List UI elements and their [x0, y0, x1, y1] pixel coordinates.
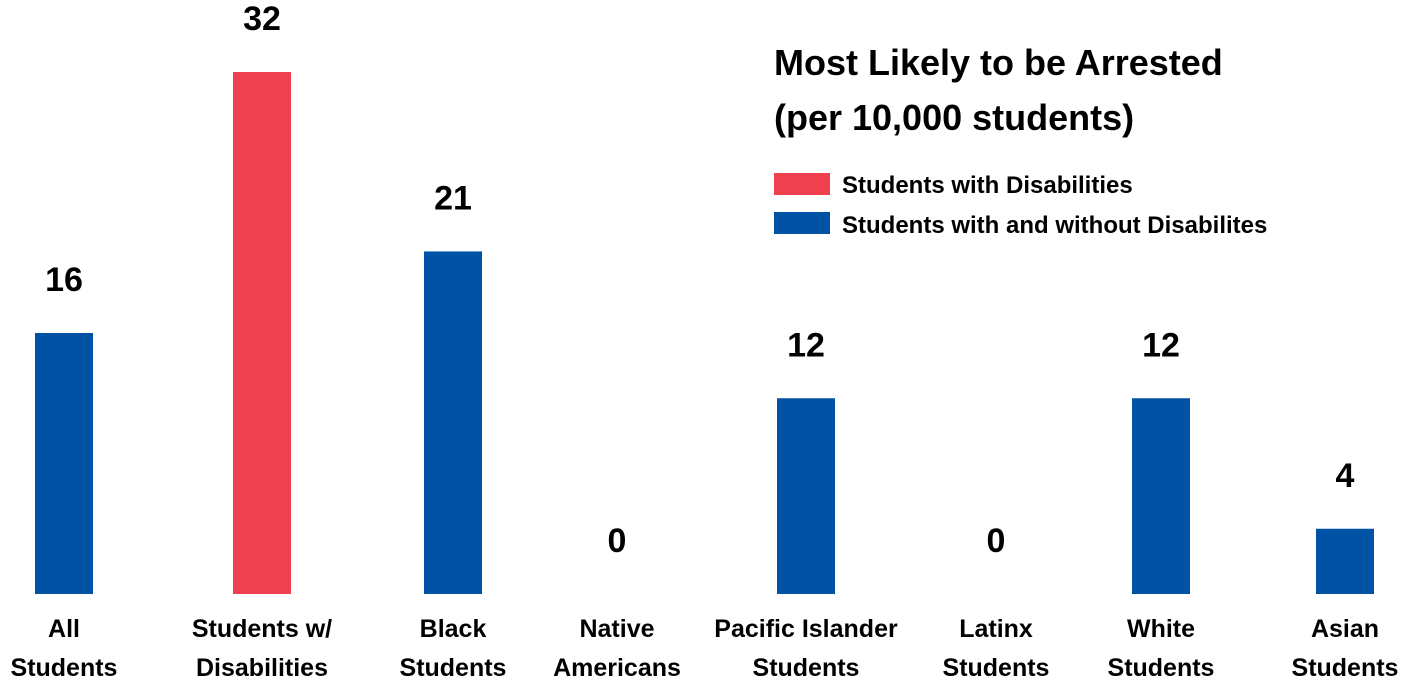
value-label-4: 12: [787, 326, 825, 364]
category-label-6-line-2: Students: [1108, 654, 1215, 680]
bar-7: [1316, 528, 1374, 594]
category-labels-layer: All Students Students w/Disabilities Black S…: [11, 615, 1399, 680]
legend-label-disabilities: Students with Disabilities: [842, 172, 1133, 199]
value-label-0: 16: [45, 261, 83, 299]
bar-1: [233, 72, 291, 594]
category-label-5-line-2: Students: [943, 654, 1050, 680]
chart-title: Most Likely to be Arrested (per 10,000 s…: [774, 42, 1223, 138]
legend-label-with-and-without: Students with and without Disabilites: [842, 212, 1267, 239]
category-label-7-line-2: Students: [1292, 654, 1399, 680]
legend: Students with Disabilities Students with…: [774, 172, 1267, 239]
value-label-1: 32: [243, 0, 281, 38]
category-label-4-line-2: Students: [753, 654, 860, 680]
bars-layer: [35, 72, 1374, 594]
category-label-3-line-2: Americans: [553, 654, 681, 680]
value-label-2: 21: [434, 179, 472, 217]
category-label-7-line-1: Asian: [1311, 615, 1379, 643]
legend-swatch-with-and-without: [774, 212, 830, 234]
category-label-0-line-1: All: [48, 615, 80, 643]
bar-6: [1132, 398, 1190, 594]
bar-4: [777, 398, 835, 594]
value-label-3: 0: [608, 522, 627, 560]
category-label-2-line-1: Black: [420, 615, 487, 643]
category-label-3-line-1: Native: [579, 615, 654, 643]
chart-title-line-1: Most Likely to be Arrested: [774, 42, 1223, 83]
chart-title-line-2: (per 10,000 students): [774, 97, 1134, 138]
bar-2: [424, 251, 482, 594]
value-label-6: 12: [1142, 326, 1180, 364]
category-label-6-line-1: White: [1127, 615, 1195, 643]
legend-swatch-disabilities: [774, 173, 830, 195]
value-label-5: 0: [987, 522, 1006, 560]
category-label-5-line-1: Latinx: [959, 615, 1033, 643]
category-label-0-line-2: Students: [11, 654, 118, 680]
bar-0: [35, 333, 93, 594]
category-label-1-line-2: Disabilities: [196, 654, 328, 680]
value-label-7: 4: [1336, 457, 1355, 495]
value-labels-layer: 16 32 21 0 12 0 12 4: [45, 0, 1354, 560]
category-label-1-line-1: Students w/: [192, 615, 332, 643]
category-label-4-line-1: Pacific Islander: [714, 615, 898, 643]
category-label-2-line-2: Students: [400, 654, 507, 680]
